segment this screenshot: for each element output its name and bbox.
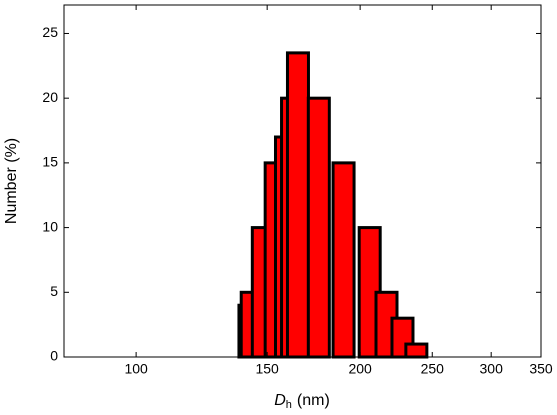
bar	[285, 51, 310, 359]
x-tick-label: 250	[421, 361, 445, 377]
x-title-unit: (nm)	[297, 392, 330, 409]
x-tick-label: 300	[480, 361, 504, 377]
y-tick-label: 5	[50, 283, 58, 299]
x-axis-title: Dh (nm)	[274, 392, 330, 411]
y-tick-label: 10	[42, 218, 58, 234]
x-tick-label: 350	[529, 361, 553, 377]
y-tick-label: 0	[50, 348, 58, 364]
x-tick-label: 200	[348, 361, 372, 377]
x-title-subscript: h	[286, 399, 292, 411]
plot-frame	[63, 4, 542, 358]
x-title-symbol: D	[274, 392, 286, 409]
x-tick-label: 100	[124, 361, 148, 377]
y-axis-title: Number (%)	[3, 138, 20, 224]
bar	[306, 96, 331, 359]
y-tick-label: 15	[42, 154, 58, 170]
y-tick-label: 20	[42, 89, 58, 105]
bar	[404, 342, 429, 359]
bar	[331, 161, 356, 359]
x-tick-label: 150	[255, 361, 279, 377]
y-tick-label: 25	[42, 24, 58, 40]
